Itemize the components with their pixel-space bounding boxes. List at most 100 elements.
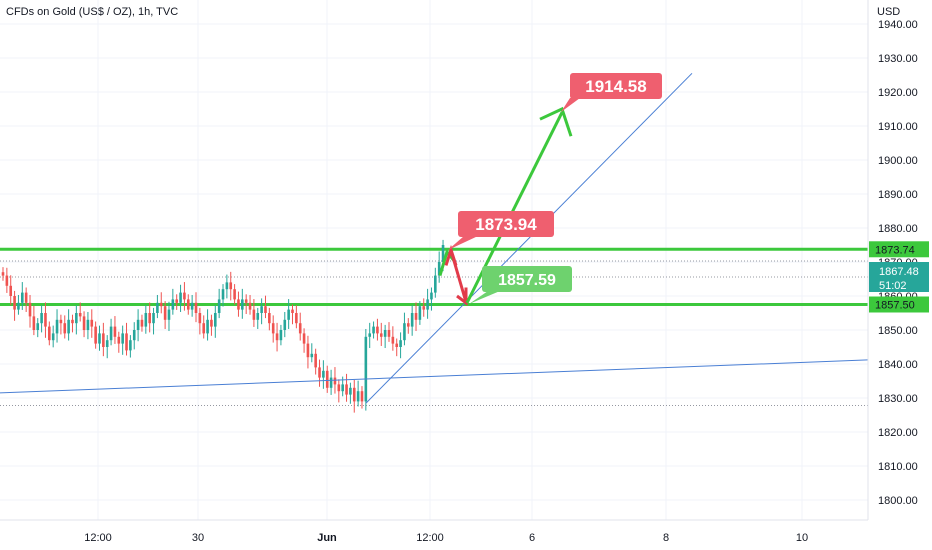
candle-body bbox=[345, 384, 348, 395]
rising-trend-line[interactable] bbox=[365, 72, 693, 404]
candle-body bbox=[391, 336, 395, 344]
candle-body bbox=[379, 333, 383, 337]
candle-body bbox=[136, 319, 140, 330]
candle-body bbox=[82, 316, 86, 330]
time-axis: 12:00 30 Jun 12:00 6 8 10 bbox=[84, 532, 808, 544]
y-tick-label: 1920.00 bbox=[878, 87, 918, 99]
candle-body bbox=[90, 319, 94, 327]
level-price-tag-label: 1873.74 bbox=[875, 244, 915, 256]
y-tick-label: 1880.00 bbox=[878, 223, 918, 235]
annotation-box[interactable] bbox=[458, 211, 554, 237]
y-tick-label: 1850.00 bbox=[878, 325, 918, 337]
chart-title: CFDs on Gold (US$ / OZ), 1h, TVC bbox=[6, 6, 179, 18]
candle-body bbox=[194, 302, 198, 313]
candle-body bbox=[132, 330, 136, 341]
candle-body bbox=[410, 313, 414, 327]
candle-body bbox=[395, 343, 399, 347]
candle-body bbox=[318, 367, 321, 378]
candle-body bbox=[441, 245, 445, 262]
candle-body bbox=[71, 319, 74, 324]
x-tick-label: 8 bbox=[663, 532, 669, 544]
candle-body bbox=[248, 302, 252, 310]
countdown-label: 51:02 bbox=[879, 280, 907, 292]
annotation-pointer bbox=[469, 291, 500, 304]
candle-body bbox=[403, 323, 406, 341]
candle-body bbox=[9, 285, 13, 296]
candle-body bbox=[198, 313, 202, 324]
candle-body bbox=[125, 333, 128, 351]
arrow-head-large bbox=[539, 106, 573, 137]
candle-body bbox=[98, 333, 101, 344]
candle-body bbox=[32, 316, 36, 330]
candle-body bbox=[260, 306, 263, 313]
candle-body bbox=[329, 377, 333, 388]
candle-body bbox=[291, 309, 294, 313]
candle-body bbox=[241, 299, 244, 310]
time-axis-bg bbox=[0, 520, 868, 550]
arrow-head-red-top bbox=[444, 244, 458, 266]
candle-body bbox=[156, 302, 159, 313]
support-trend-line[interactable] bbox=[0, 359, 869, 394]
candle-body bbox=[13, 296, 16, 310]
candle-body bbox=[113, 326, 117, 337]
candle-body bbox=[17, 302, 20, 310]
level-price-tag bbox=[869, 241, 929, 258]
candle-body bbox=[295, 313, 298, 324]
candle-body bbox=[175, 299, 178, 303]
candle-body bbox=[148, 313, 151, 324]
candle-body bbox=[356, 391, 360, 402]
candle-body bbox=[364, 336, 368, 402]
candle-body bbox=[368, 333, 371, 337]
price-axis-bg bbox=[868, 0, 932, 520]
candle-body bbox=[271, 323, 275, 334]
y-tick-label: 1910.00 bbox=[878, 121, 918, 133]
candle-body bbox=[360, 391, 364, 402]
candle-body bbox=[268, 313, 271, 324]
annotation-label: 1873.94 bbox=[475, 215, 537, 234]
annotation-box[interactable] bbox=[482, 266, 572, 292]
y-tick-label: 1830.00 bbox=[878, 393, 918, 405]
x-tick-label: 30 bbox=[192, 532, 204, 544]
candle-body bbox=[225, 282, 229, 290]
candle-body bbox=[387, 330, 391, 337]
candle-body bbox=[325, 370, 329, 388]
candle-body bbox=[121, 333, 124, 344]
candle-body bbox=[237, 299, 240, 310]
price-annotations: 1914.58 1873.94 1857.59 bbox=[448, 73, 662, 304]
price-tags: 1873.74 1857.50 1867.48 51:02 bbox=[869, 241, 929, 313]
candle-body bbox=[190, 302, 194, 310]
candle-body bbox=[372, 326, 375, 334]
y-tick-label: 1840.00 bbox=[878, 359, 918, 371]
candle-body bbox=[279, 330, 283, 341]
candle-body bbox=[51, 333, 55, 341]
y-tick-label: 1930.00 bbox=[878, 53, 918, 65]
candle-body bbox=[36, 323, 40, 330]
candle-body bbox=[210, 319, 213, 327]
candle-body bbox=[202, 323, 206, 334]
candle-body bbox=[352, 387, 356, 402]
candle-body bbox=[275, 333, 279, 341]
candle-body bbox=[21, 292, 24, 303]
x-tick-label: 10 bbox=[796, 532, 808, 544]
candle-body bbox=[287, 309, 290, 320]
candle-body bbox=[59, 319, 63, 324]
current-price-label: 1867.48 bbox=[879, 266, 919, 278]
candle-body bbox=[426, 299, 429, 310]
candle-body bbox=[252, 309, 256, 320]
y-tick-label: 1810.00 bbox=[878, 461, 918, 473]
candle-body bbox=[140, 319, 144, 327]
annotation-pointer bbox=[561, 98, 580, 112]
candle-body bbox=[322, 370, 325, 378]
candle-body bbox=[117, 336, 121, 344]
candle-body bbox=[179, 292, 182, 303]
annotation-box[interactable] bbox=[570, 73, 662, 99]
candle-body bbox=[63, 323, 67, 334]
candle-body bbox=[418, 306, 422, 320]
candle-body bbox=[94, 326, 97, 344]
y-tick-label: 1820.00 bbox=[878, 427, 918, 439]
x-tick-label: 12:00 bbox=[416, 532, 444, 544]
candle-body bbox=[306, 343, 310, 358]
candle-body bbox=[55, 319, 59, 334]
candle-body bbox=[407, 323, 410, 327]
